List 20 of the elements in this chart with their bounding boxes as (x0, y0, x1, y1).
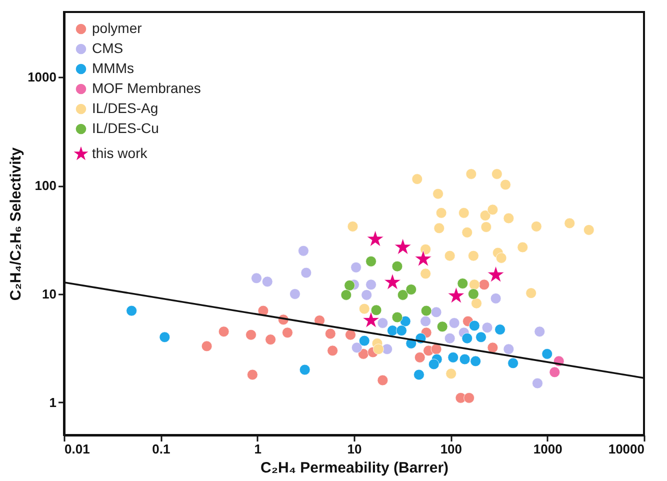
x-tick-label: 0.01 (64, 442, 90, 456)
x-tick-label: 1000 (533, 442, 562, 456)
y-tick-label: 10 (42, 286, 56, 302)
legend-label: IL/DES-Cu (92, 120, 159, 136)
y-axis-title: C₂H₄/C₂H₆ Selectivity (8, 146, 25, 301)
x-tick-label: 100 (440, 442, 462, 456)
x-tick-label: 10000 (608, 442, 644, 456)
x-axis-title: C₂H₄ Permeability (Barrer) (260, 460, 449, 476)
x-tick-label: 0.1 (152, 442, 170, 456)
legend-label: CMS (92, 40, 124, 56)
y-tick-label: 1000 (28, 70, 56, 85)
x-tick-label: 1 (254, 442, 262, 456)
y-tick-label: 1 (49, 394, 56, 410)
legend-label: MOF Membranes (92, 80, 201, 96)
x-tick-label: 10 (347, 442, 362, 456)
y-tick-label: 100 (34, 178, 56, 194)
legend-label: MMMs (92, 60, 134, 76)
legend-label: IL/DES-Ag (92, 100, 158, 116)
legend-label: polymer (92, 20, 142, 36)
legend-label: this work (92, 145, 148, 161)
